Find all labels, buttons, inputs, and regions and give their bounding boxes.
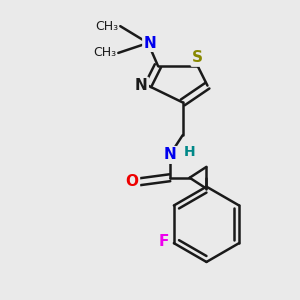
Text: CH₃: CH₃ [95,20,118,33]
Text: S: S [192,50,203,65]
Text: H: H [184,145,195,159]
Text: N: N [135,78,148,93]
Text: N: N [164,148,176,163]
Text: O: O [126,174,139,189]
Text: N: N [144,35,156,50]
Text: F: F [159,234,169,249]
Text: CH₃: CH₃ [93,46,116,59]
